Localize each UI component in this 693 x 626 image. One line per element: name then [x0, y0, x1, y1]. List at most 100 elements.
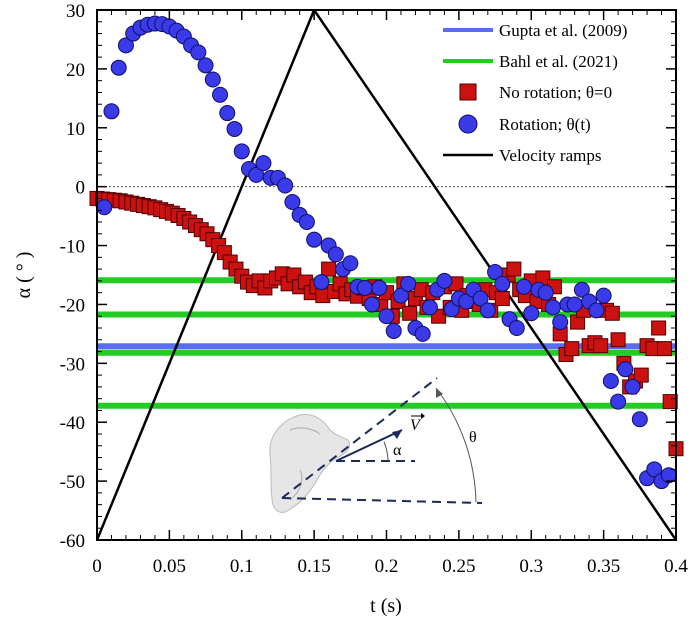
rotation-point: [516, 278, 533, 295]
rotation-point: [197, 57, 214, 74]
rotation-point: [573, 281, 590, 298]
no-rotation-point: [656, 341, 672, 357]
x-tick-label: 0.15: [298, 556, 331, 577]
x-axis-tick-labels: 0 0.05 0.1 0.15 0.2 0.25 0.3 0.35 0.4: [92, 556, 688, 577]
velocity-annotation: V: [410, 417, 422, 434]
rotation-point: [479, 302, 496, 319]
rotation-point: [313, 274, 330, 291]
rotation-point: [327, 246, 344, 263]
y-tick-label: -30: [60, 354, 85, 375]
axis-ticks: [96, 9, 677, 541]
rotation-point: [588, 302, 605, 319]
wing-chord-line: [335, 429, 403, 462]
rotation-point: [646, 461, 663, 478]
rotation-point: [219, 105, 236, 122]
rotation-point: [537, 284, 554, 301]
rotation-point: [617, 361, 634, 378]
y-tick-label: 30: [66, 1, 85, 22]
rotation-point: [190, 44, 207, 61]
rotation-point: [436, 272, 453, 289]
x-tick-label: 0: [92, 556, 102, 577]
rotation-point: [103, 103, 120, 120]
rotation-point: [110, 59, 127, 76]
theta-arc: [435, 387, 477, 503]
rotation-point: [400, 275, 417, 292]
rotation-point: [298, 214, 315, 230]
rotation-point: [508, 320, 525, 336]
rotation-point: [342, 255, 359, 272]
legend-label-no-rotation: No rotation; θ=0: [499, 83, 612, 102]
no-rotation-point: [662, 394, 678, 410]
rotation-point: [284, 193, 301, 210]
x-tick-label: 0.05: [153, 556, 186, 577]
rotation-point: [610, 393, 627, 410]
velocity-ramp-line: [97, 10, 676, 540]
x-tick-label: 0.2: [375, 556, 399, 577]
horizontal-ref-line: [281, 497, 483, 504]
legend-label-gupta: Gupta et al. (2009): [499, 21, 627, 40]
rotation-point: [487, 264, 504, 281]
x-tick-label: 0.25: [442, 556, 475, 577]
y-tick-label: -50: [60, 472, 85, 493]
y-tick-label: 10: [66, 119, 85, 140]
no-rotation-point: [402, 305, 418, 321]
rotation-point: [96, 199, 113, 216]
no-rotation-point: [321, 261, 337, 277]
rotation-point: [356, 279, 373, 296]
y-tick-label: 20: [66, 60, 85, 81]
rotation-point: [494, 275, 511, 292]
no-rotation-point: [651, 320, 667, 336]
y-axis-tick-labels: 30 20 10 0 -10 -20 -30 -40 -50 -60: [60, 1, 85, 552]
rotation-point: [371, 279, 388, 296]
no-rotation-point: [593, 338, 609, 354]
rotation-point: [602, 373, 619, 389]
rotation-point: [117, 37, 134, 54]
rotation-point: [255, 155, 272, 172]
rotation-point: [544, 299, 561, 316]
rotation-point: [421, 299, 438, 316]
y-axis-label: α ( ° ): [13, 252, 35, 299]
y-tick-label: 0: [76, 178, 86, 199]
no-rotation-point: [506, 261, 522, 277]
rotation-point: [595, 287, 612, 304]
rotation-point: [277, 177, 294, 194]
rotation-point: [204, 71, 221, 88]
rotation-point: [212, 86, 229, 103]
rotation-point: [414, 325, 431, 342]
legend-label-bahl: Bahl et al. (2021): [499, 52, 618, 71]
inset-sketch: α θ V: [269, 377, 483, 513]
alpha-annotation: α: [393, 442, 402, 459]
no-rotation-point: [494, 291, 510, 307]
no-rotation-point: [564, 341, 580, 357]
rotation-point: [392, 287, 409, 304]
rotation-point: [233, 143, 250, 160]
no-rotation-point: [633, 367, 649, 383]
legend-label-rotation: Rotation; θ(t): [499, 115, 591, 134]
rotation-point: [552, 314, 569, 331]
legend: Gupta et al. (2009) Bahl et al. (2021) N…: [443, 21, 627, 165]
legend-swatch-no-rotation: [459, 83, 477, 101]
x-tick-label: 0.4: [664, 556, 688, 577]
y-tick-label: -10: [60, 237, 85, 258]
rotation-point: [624, 378, 641, 395]
y-tick-label: -60: [60, 531, 85, 552]
y-tick-label: -40: [60, 413, 85, 434]
no-rotation-point: [610, 332, 626, 348]
rotation-point: [566, 296, 583, 313]
rotation-point: [385, 322, 402, 339]
rotation-point: [226, 120, 243, 137]
theta-annotation: θ: [469, 429, 477, 446]
x-tick-label: 0.3: [519, 556, 543, 577]
rotation-point: [472, 290, 489, 307]
rotation-series: [96, 15, 677, 490]
legend-label-velocity: Velocity ramps: [499, 146, 601, 165]
rotation-point: [523, 305, 540, 322]
alpha-arc: [383, 441, 389, 462]
rotation-point: [306, 231, 323, 248]
rotation-point: [364, 296, 381, 313]
wing-shape: [269, 413, 351, 513]
x-tick-label: 0.1: [230, 556, 254, 577]
rotation-point: [378, 308, 395, 325]
y-tick-label: -20: [60, 295, 85, 316]
